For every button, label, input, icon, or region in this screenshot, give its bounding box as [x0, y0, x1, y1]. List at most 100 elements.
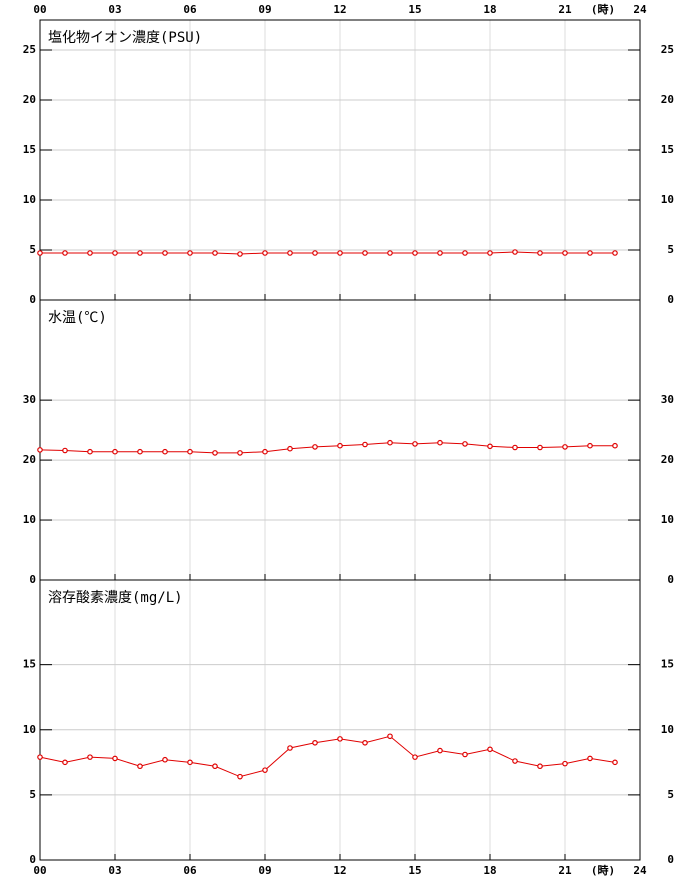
data-point [562, 250, 568, 256]
data-point [87, 250, 93, 256]
x-tick-label: 21 [558, 3, 572, 16]
y-tick-label: 25 [23, 43, 36, 56]
data-point [212, 250, 218, 256]
y-tick-label: 20 [23, 93, 36, 106]
y-tick-label: 15 [661, 658, 674, 671]
data-point [462, 250, 468, 256]
data-point [187, 759, 193, 766]
data-point [462, 751, 468, 758]
data-point [262, 767, 268, 773]
y-tick-label: 5 [667, 788, 674, 801]
data-point [337, 250, 343, 256]
y-tick-label: 10 [661, 723, 674, 736]
y-tick-label: 20 [661, 453, 674, 466]
data-point [337, 736, 343, 742]
data-point [137, 763, 143, 770]
data-point [612, 442, 618, 449]
data-point [62, 759, 68, 766]
data-point [187, 448, 193, 455]
panel-title: 塩化物イオン濃度(PSU) [48, 30, 202, 46]
data-point [487, 443, 493, 450]
data-point [37, 447, 43, 453]
data-point [487, 746, 493, 753]
x-tick-label: 03 [108, 3, 121, 16]
data-point [562, 760, 568, 767]
x-tick-label: 00 [33, 864, 46, 877]
y-tick-label: 10 [661, 193, 674, 206]
data-point [437, 747, 443, 754]
y-tick-label: 0 [667, 573, 674, 586]
plot-frame [39, 579, 641, 861]
data-point [262, 448, 268, 455]
data-point [37, 250, 43, 256]
data-point [312, 250, 318, 256]
data-point [262, 250, 268, 256]
x-tick-label: 24 [633, 3, 647, 16]
data-point [112, 448, 118, 455]
data-point [62, 250, 68, 256]
x-tick-label: 00 [33, 3, 46, 16]
data-point [312, 444, 318, 450]
data-point [162, 448, 168, 455]
y-tick-label: 15 [23, 658, 36, 671]
data-point [387, 733, 393, 740]
y-tick-label: 0 [667, 853, 674, 866]
data-point [137, 250, 143, 256]
data-point [587, 755, 593, 762]
data-point [212, 450, 218, 456]
data-point [362, 441, 368, 448]
data-point [287, 250, 293, 256]
series-line [39, 735, 616, 778]
x-tick-label: 03 [108, 864, 121, 877]
x-unit-label: (時) [591, 2, 615, 16]
data-point [512, 249, 518, 255]
y-tick-label: 10 [23, 513, 36, 526]
x-tick-label: 15 [408, 3, 421, 16]
data-point [87, 448, 93, 455]
data-point [362, 250, 368, 256]
y-tick-label: 10 [23, 723, 36, 736]
y-tick-label: 25 [661, 43, 674, 56]
y-tick-label: 0 [29, 853, 36, 866]
data-point [512, 444, 518, 451]
data-point [162, 250, 168, 256]
data-point [412, 441, 418, 447]
data-point [112, 755, 118, 762]
x-tick-label: 18 [483, 3, 496, 16]
series-line [40, 251, 615, 255]
x-tick-label: 09 [258, 864, 271, 877]
y-tick-label: 5 [29, 788, 36, 801]
data-point [487, 250, 493, 256]
data-point [312, 739, 318, 746]
data-point [587, 250, 593, 256]
x-unit-label: (時) [591, 863, 615, 877]
series-line [39, 442, 615, 454]
data-point [612, 759, 618, 766]
data-point [387, 439, 393, 446]
data-point [237, 251, 243, 257]
y-tick-label: 20 [661, 93, 674, 106]
data-point [512, 758, 518, 764]
data-point [362, 739, 368, 746]
panel-title: 水温(℃) [48, 310, 107, 326]
data-point [187, 250, 193, 256]
y-tick-label: 5 [667, 243, 674, 256]
data-point [212, 763, 218, 770]
x-tick-label: 09 [258, 3, 271, 16]
y-tick-label: 5 [29, 243, 36, 256]
data-point [37, 754, 43, 760]
data-point [437, 439, 443, 446]
x-tick-label: 18 [483, 864, 496, 877]
x-tick-label: 12 [333, 3, 346, 16]
x-tick-label: 06 [183, 864, 197, 877]
data-point [137, 448, 143, 455]
data-point [237, 773, 243, 780]
data-point [587, 442, 593, 449]
data-point [387, 250, 393, 256]
data-point [537, 763, 543, 770]
data-point [112, 250, 118, 256]
y-tick-label: 0 [29, 293, 36, 306]
y-tick-label: 30 [23, 393, 36, 406]
panel-title: 溶存酸素濃度(mg/L) [48, 590, 183, 606]
